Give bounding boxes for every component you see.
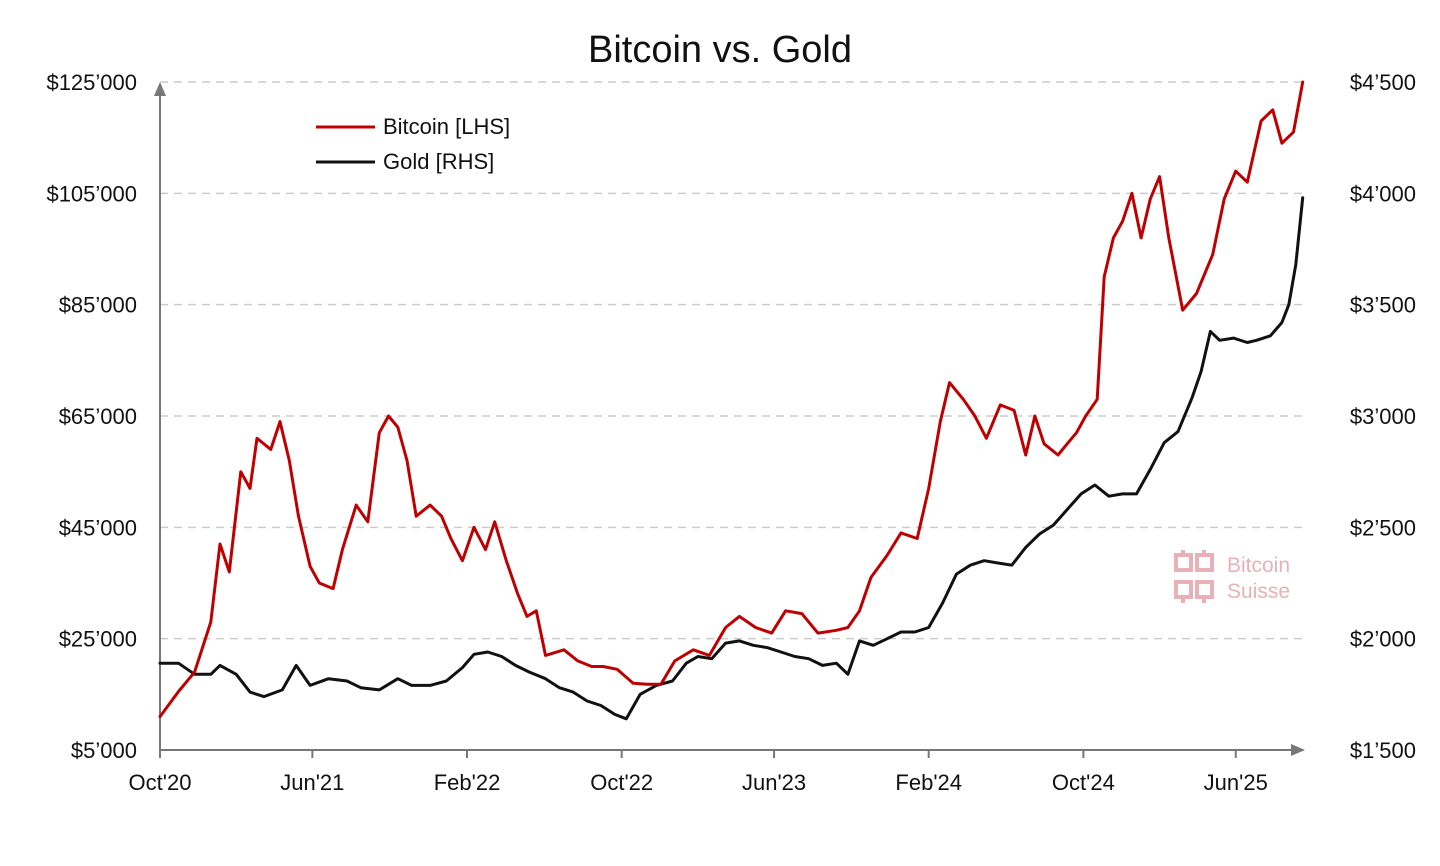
- y-left-tick-label: $65’000: [59, 404, 137, 429]
- x-tick-label: Oct'20: [129, 770, 192, 795]
- bitcoin-line: [158, 80, 1305, 719]
- y-axis-arrow-icon: [154, 82, 166, 96]
- axes: [154, 82, 1305, 758]
- y-left-tick-label: $45’000: [59, 515, 137, 540]
- x-tick-label: Jun'25: [1204, 770, 1268, 795]
- y-right-tick-label: $1’500: [1350, 738, 1416, 763]
- y-right-tick-label: $3’500: [1350, 293, 1416, 318]
- x-tick-label: Oct'22: [590, 770, 653, 795]
- gold-line: [158, 196, 1305, 721]
- watermark-line2: Suisse: [1227, 580, 1290, 603]
- chart-title: Bitcoin vs. Gold: [588, 29, 852, 71]
- y-left-tick-label: $125’000: [46, 70, 137, 95]
- x-tick-label: Feb'24: [895, 770, 962, 795]
- y-right-tick-label: $3’000: [1350, 404, 1416, 429]
- x-tick-label: Jun'23: [742, 770, 806, 795]
- x-tick-label: Feb'22: [434, 770, 501, 795]
- bitcoin-suisse-logo-icon: [1174, 550, 1214, 603]
- y-left-tick-label: $25’000: [59, 627, 137, 652]
- watermark-line1: Bitcoin: [1227, 554, 1290, 577]
- legend: Bitcoin [LHS] Gold [RHS]: [316, 114, 510, 174]
- series-lines: [158, 80, 1305, 721]
- y-right-tick-label: $4’500: [1350, 70, 1416, 95]
- y-right-tick-label: $4’000: [1350, 181, 1416, 206]
- y-right-tick-label: $2’000: [1350, 627, 1416, 652]
- tick-labels: Oct'20 Jun'21 Feb'22 Oct'22 Jun'23 Feb'24 Oct'…: [46, 70, 1416, 795]
- x-tick-label: Jun'21: [280, 770, 344, 795]
- y-left-tick-label: $5’000: [71, 738, 137, 763]
- x-axis-arrow-icon: [1291, 744, 1305, 756]
- gridlines: [160, 81, 1305, 640]
- x-tick-label: Oct'24: [1052, 770, 1115, 795]
- watermark: Bitcoin Suisse: [1174, 550, 1290, 603]
- y-left-tick-label: $85’000: [59, 293, 137, 318]
- legend-label-gold: Gold [RHS]: [383, 149, 494, 174]
- y-right-tick-label: $2’500: [1350, 515, 1416, 540]
- y-left-tick-label: $105’000: [46, 181, 137, 206]
- legend-label-bitcoin: Bitcoin [LHS]: [383, 114, 510, 139]
